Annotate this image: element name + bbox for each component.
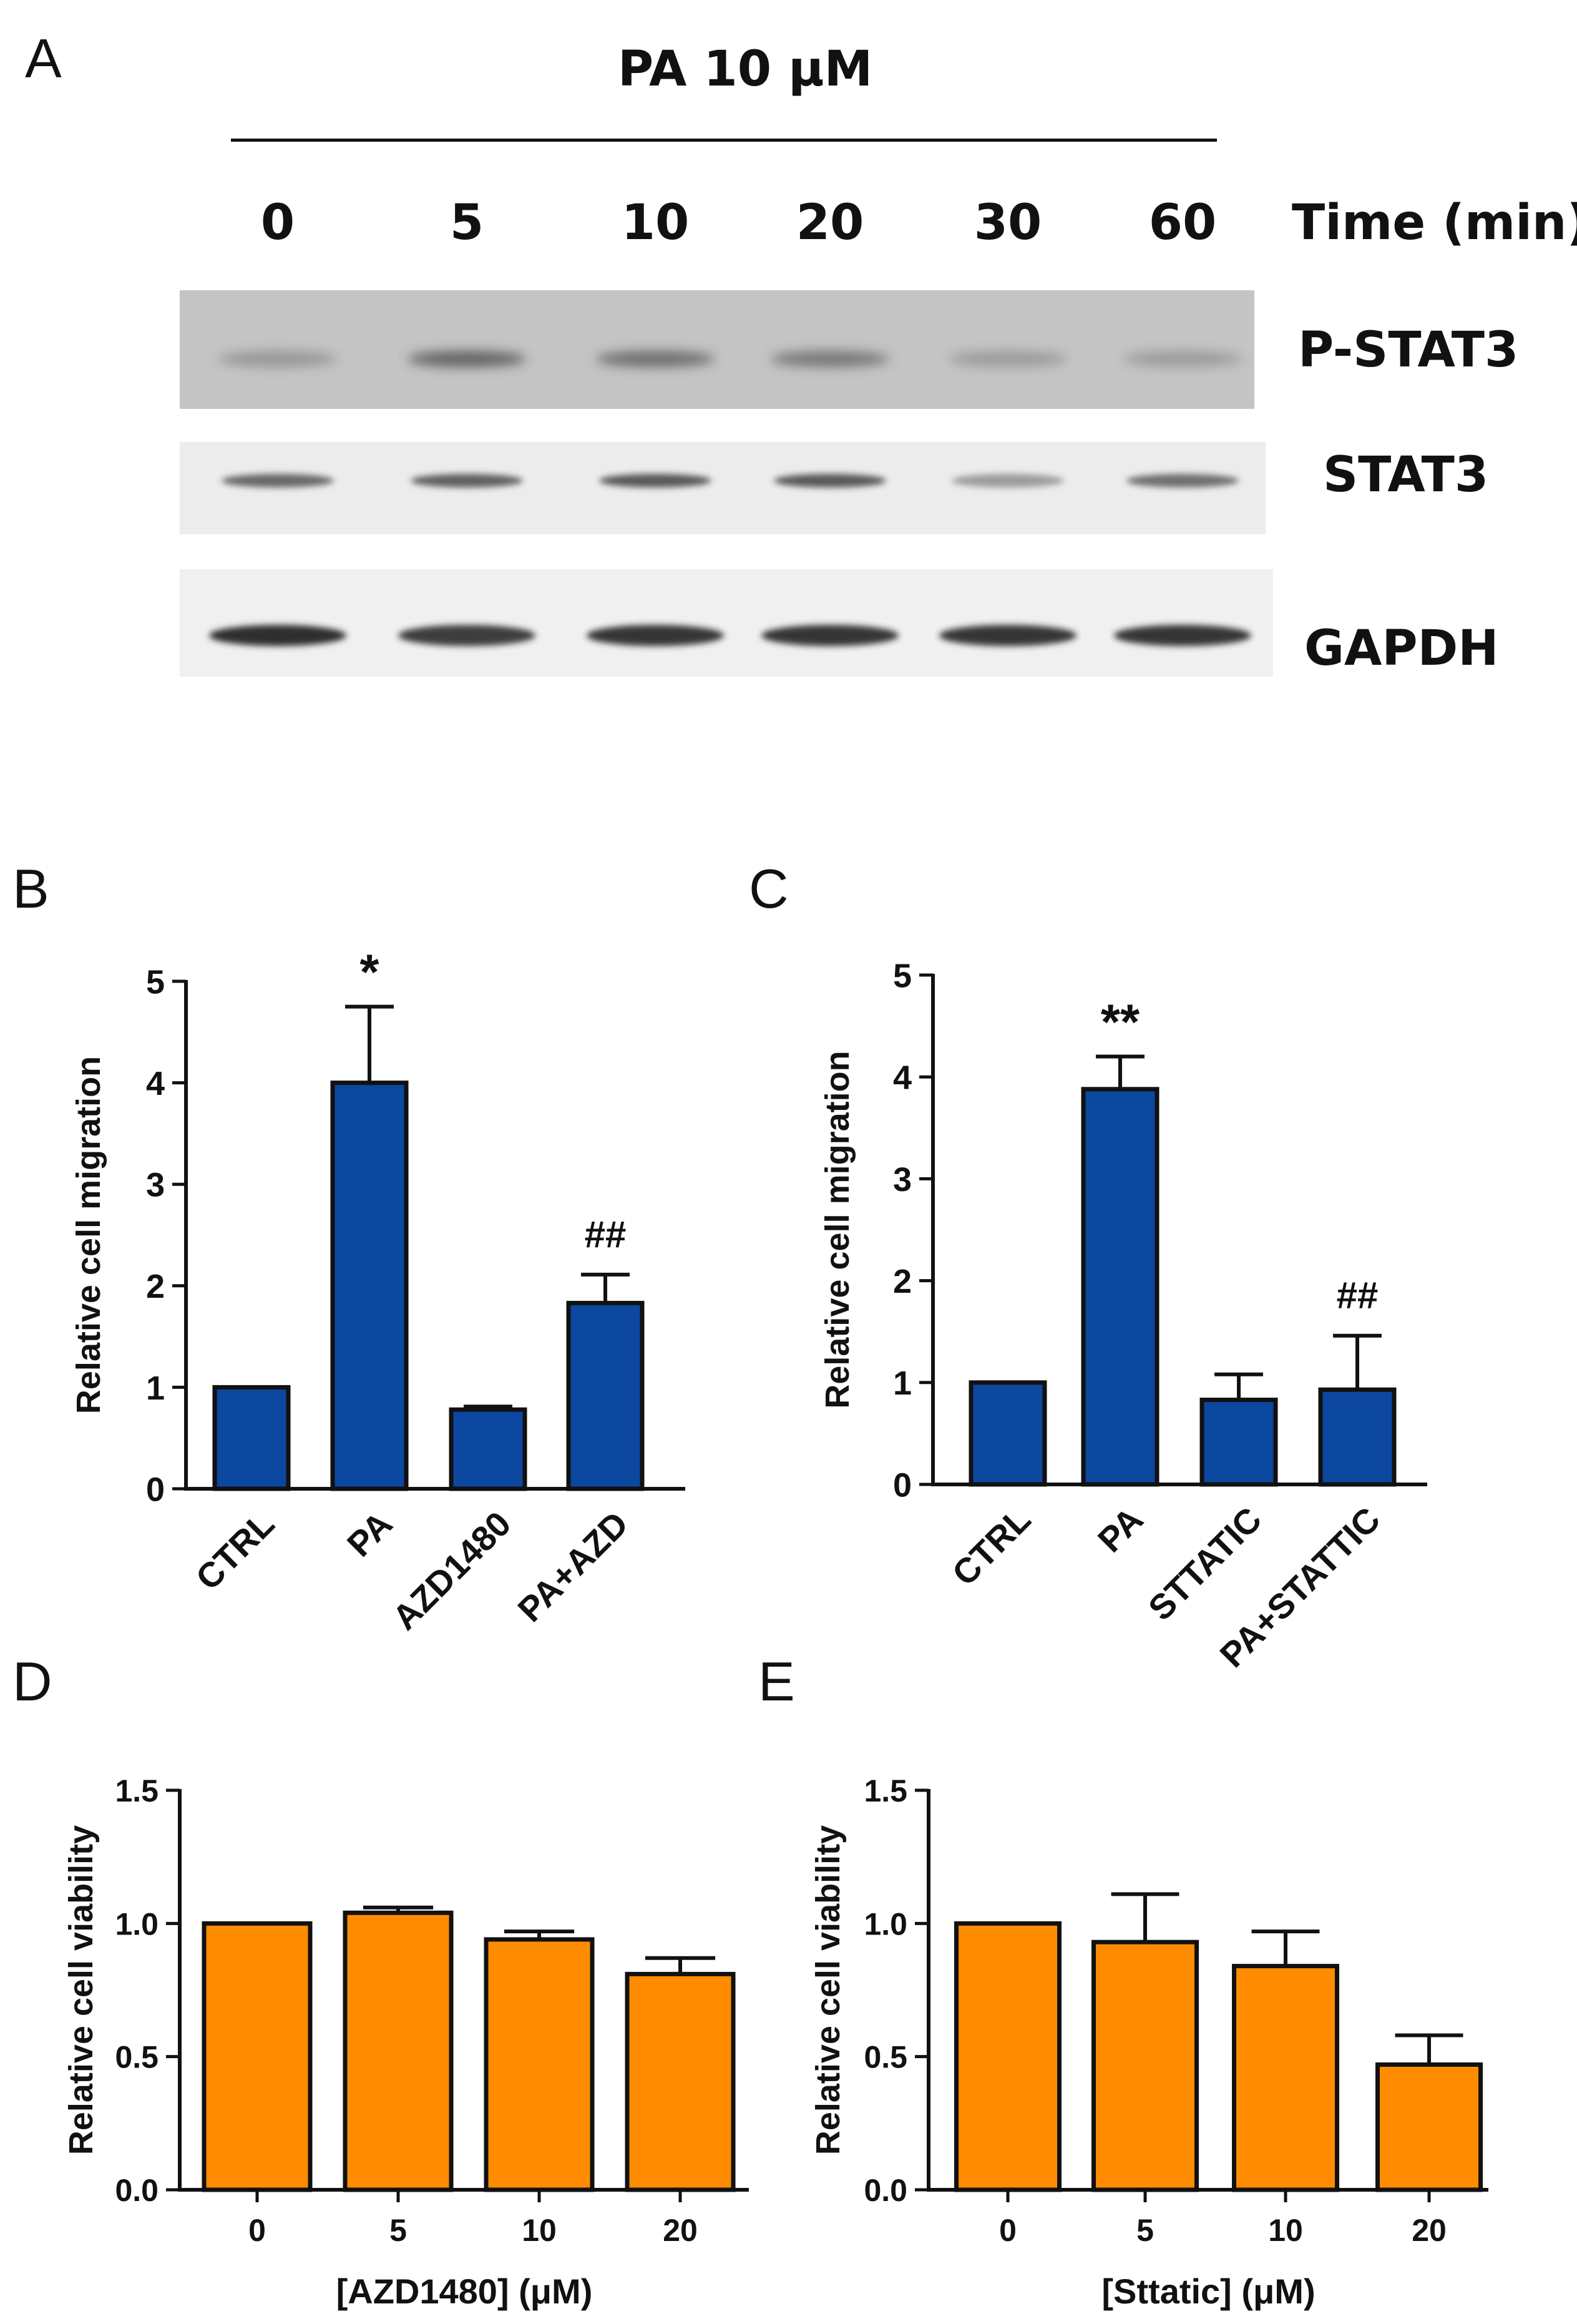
y-tick-label: 3 [893,1161,912,1199]
x-tick-label: 10 [522,2213,557,2248]
blot-band-p-stat3 [1123,351,1242,367]
x-tick-label: 0 [999,2213,1017,2248]
blot-band-stat3 [411,474,523,488]
y-tick-label: 4 [146,1065,165,1102]
time-point-label: 60 [1148,195,1217,251]
bar [1232,1964,1339,2192]
blot-band-stat3 [222,474,334,488]
y-tick-label: 1 [893,1365,912,1402]
blot-band-p-stat3 [771,351,889,367]
blot-band-gapdh [1114,625,1251,646]
treatment-label: PA 10 μM [618,41,873,97]
bar [484,1937,595,2192]
y-tick-label: 3 [146,1167,165,1204]
y-tick-label: 1.5 [115,1773,159,1808]
blot-band-stat3 [1126,474,1239,488]
significance-label: ** [1101,994,1140,1050]
y-axis-title: Relative cell viability [62,1825,100,2155]
blot-band-gapdh [398,625,535,646]
bar [212,1385,291,1491]
y-tick-label: 0.5 [115,2040,159,2075]
bar [330,1081,409,1491]
y-tick-label: 0.0 [115,2173,159,2208]
y-axis-title: Relative cell migration [70,1056,107,1414]
panel-label-d: D [12,1650,52,1712]
y-tick-label: 0.0 [864,2173,907,2208]
x-tick-label: 20 [1412,2213,1447,2248]
panel-label-b: B [12,858,49,919]
blot-row-label: STAT3 [1323,447,1489,503]
bar [1318,1387,1397,1487]
y-tick-label: 0 [893,1466,912,1504]
time-point-label: 20 [796,195,864,251]
blot-band-gapdh [209,625,346,646]
bar [969,1380,1047,1487]
bar [1199,1398,1278,1487]
y-tick-label: 1 [146,1370,165,1407]
y-tick-label: 5 [146,963,165,1001]
x-tick-label: 5 [389,2213,407,2248]
blot-images [180,290,1273,677]
bar [954,1921,1062,2192]
x-tick-label: 5 [1136,2213,1154,2248]
western-blot-panel: PA 10 μM 0 5 10 20 30 60 Time (min) P-ST… [0,0,1577,718]
x-axis-title: [AZD1480] (μM) [336,2272,593,2311]
panel-label-e: E [758,1650,795,1712]
y-axis-title: Relative cell migration [819,1051,856,1408]
bar [1375,2062,1483,2192]
y-tick-label: 1.5 [864,1773,907,1808]
blot-band-gapdh [761,625,899,646]
panel-label-c: C [749,858,789,919]
time-point-label: 5 [449,195,484,251]
y-tick-label: 4 [893,1059,912,1097]
time-point-label: 30 [974,195,1042,251]
y-tick-label: 2 [146,1268,165,1305]
blot-band-p-stat3 [949,351,1067,367]
blot-band-p-stat3 [596,351,715,367]
bar [1081,1087,1160,1487]
blot-band-p-stat3 [408,351,526,367]
x-axis-title: [Sttatic] (μM) [1101,2272,1315,2311]
y-tick-label: 0 [146,1471,165,1508]
time-point-label: 0 [260,195,295,251]
blot-band-stat3 [774,474,886,488]
y-tick-label: 2 [893,1263,912,1300]
time-point-label: 10 [621,195,690,251]
bar [343,1910,454,2192]
significance-label: ## [1337,1275,1379,1316]
y-axis-title: Relative cell viability [809,1825,847,2155]
blot-band-stat3 [952,474,1064,488]
bar [449,1407,527,1491]
y-tick-label: 1.0 [864,1906,907,1941]
bar [1091,1939,1199,2192]
blot-row-label: GAPDH [1304,620,1499,677]
x-tick-label: 0 [248,2213,266,2248]
treatment-line [231,139,1217,142]
time-axis-label: Time (min) [1292,195,1577,251]
blot-band-p-stat3 [218,351,337,367]
blot-band-stat3 [599,474,711,488]
significance-label: ## [585,1213,627,1255]
y-tick-label: 0.5 [864,2040,907,2075]
y-tick-label: 1.0 [115,1906,159,1941]
x-tick-label: 10 [1268,2213,1303,2248]
significance-label: * [359,944,379,1000]
blot-band-gapdh [939,625,1077,646]
blot-band-gapdh [587,625,724,646]
bar [566,1300,645,1491]
x-tick-label: 20 [663,2213,698,2248]
y-tick-label: 5 [893,957,912,994]
panel-label-a: A [25,27,62,89]
blot-row-label: P-STAT3 [1298,322,1519,378]
